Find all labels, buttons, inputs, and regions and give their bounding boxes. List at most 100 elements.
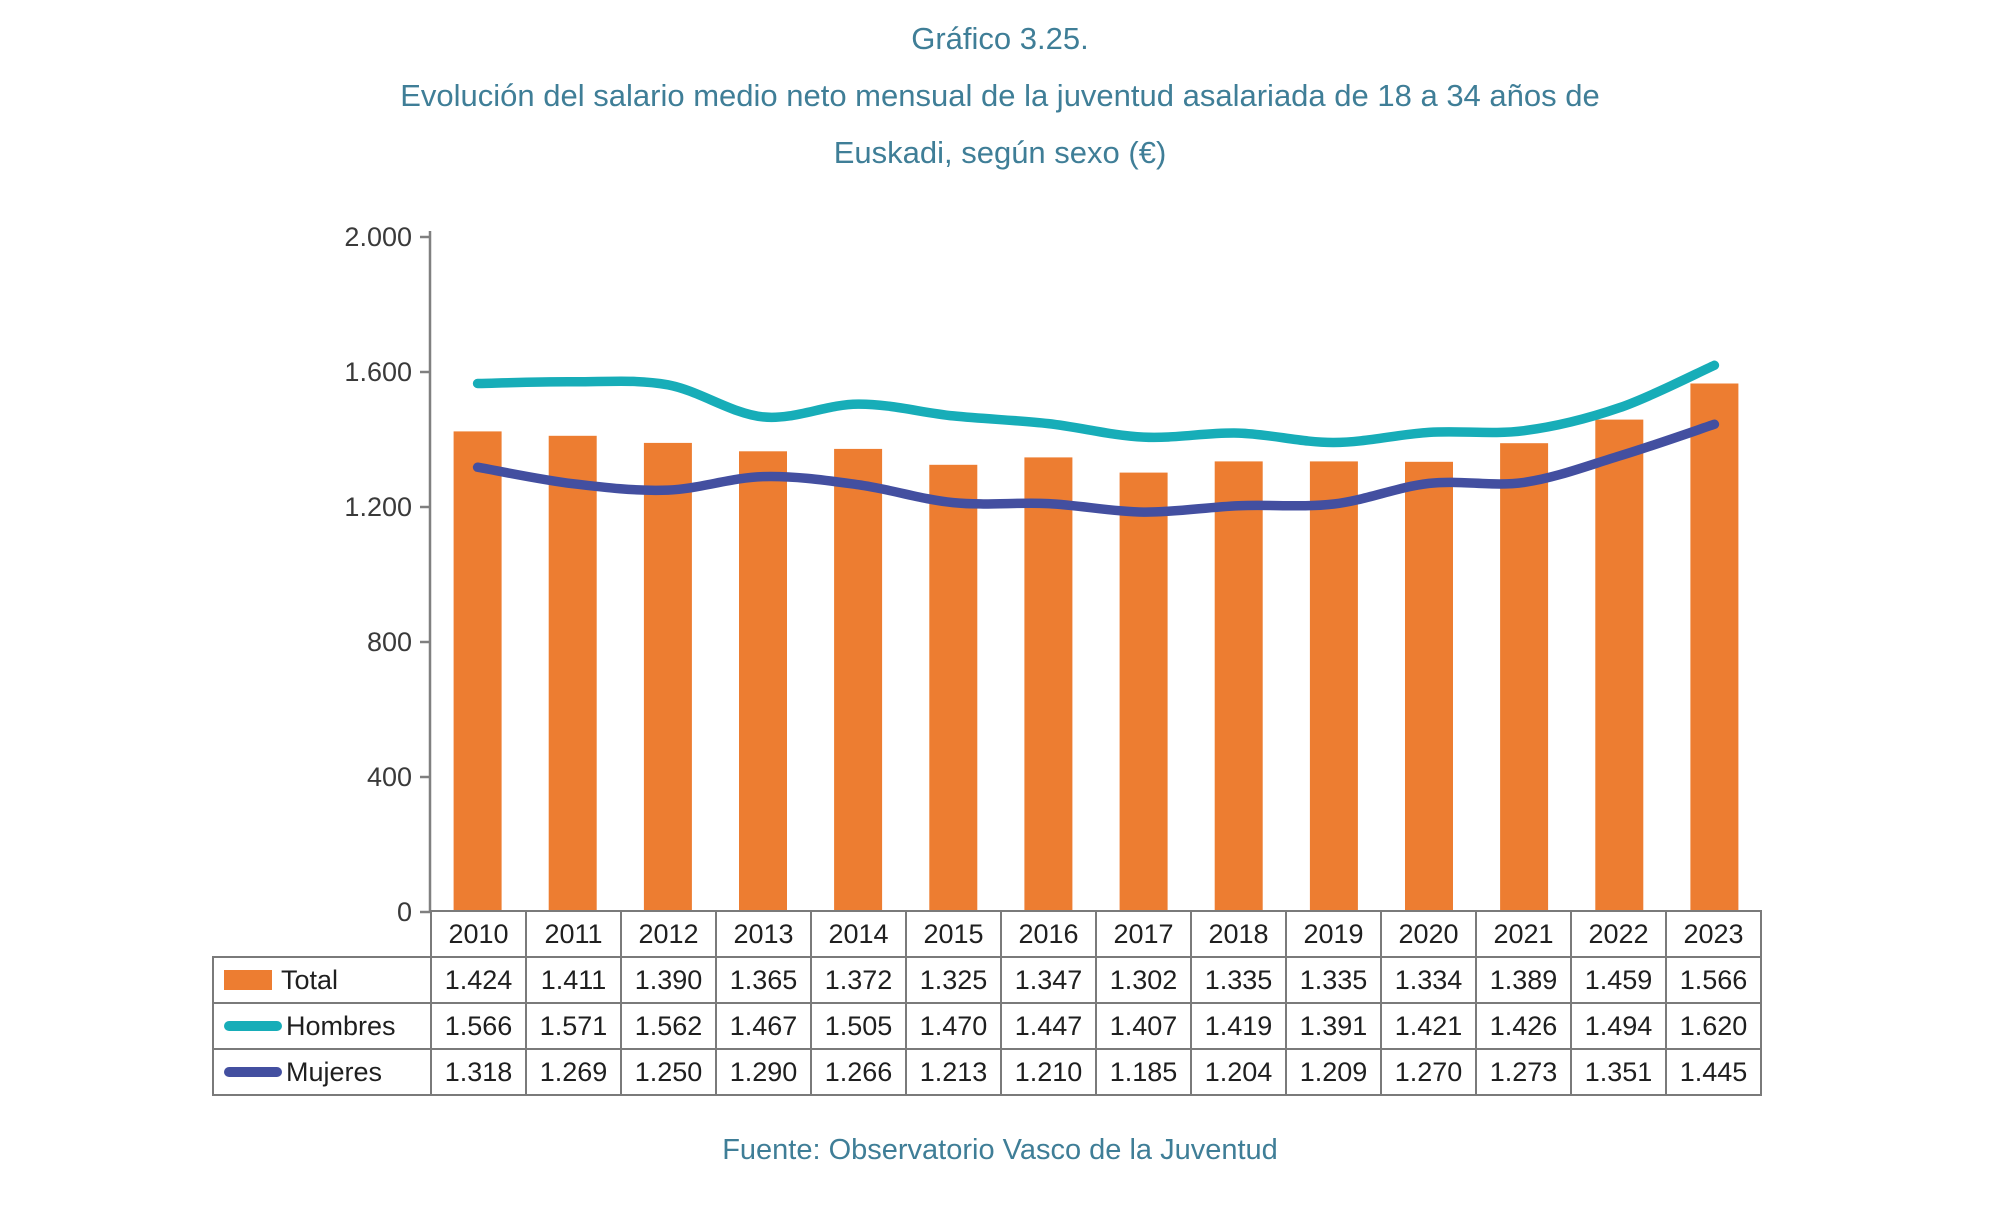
year-cell-2013: 2013 (715, 910, 812, 958)
year-cell-2019: 2019 (1285, 910, 1382, 958)
value-cell-mujeres-2023: 1.445 (1665, 1048, 1762, 1096)
value-cell-total-2022: 1.459 (1570, 956, 1667, 1004)
value-cell-mujeres-2021: 1.273 (1475, 1048, 1572, 1096)
year-cell-2016: 2016 (1000, 910, 1097, 958)
value-cell-hombres-2019: 1.391 (1285, 1002, 1382, 1050)
value-cell-hombres-2011: 1.571 (525, 1002, 622, 1050)
series-row-total: Total 1.424 1.411 1.390 1.365 1.372 1.325 1.347… (212, 956, 1762, 1004)
year-cell-2017: 2017 (1095, 910, 1192, 958)
value-cell-total-2016: 1.347 (1000, 956, 1097, 1004)
total-legend-swatch-icon (224, 970, 272, 990)
total-bar-2020 (1405, 461, 1453, 912)
series-row-mujeres: Mujeres 1.318 1.269 1.250 1.290 1.266 1.213 1.2… (212, 1048, 1762, 1096)
value-cell-hombres-2012: 1.562 (620, 1002, 717, 1050)
legend-entry-hombres: Hombres (215, 1010, 429, 1042)
total-bar-2011 (548, 435, 597, 912)
year-cell-2011: 2011 (525, 910, 622, 958)
table-corner-cell (213, 911, 432, 958)
value-cell-hombres-2015: 1.470 (905, 1002, 1002, 1050)
chart-title-line2: Euskadi, según sexo (€) (833, 135, 1167, 170)
legend-cell-mujeres: Mujeres (212, 1048, 432, 1096)
chart-title-line1: Evolución del salario medio neto mensual… (400, 78, 1600, 113)
value-cell-mujeres-2016: 1.210 (1000, 1048, 1097, 1096)
year-header-row: 2010 2011 2012 2013 2014 2015 2016 2017 2018 2019… (213, 910, 1762, 958)
legend-label-total: Total (281, 964, 339, 995)
value-cell-total-2017: 1.302 (1095, 956, 1192, 1004)
value-cell-mujeres-2022: 1.351 (1570, 1048, 1667, 1096)
total-bar-2018 (1214, 461, 1263, 912)
value-cell-total-2012: 1.390 (620, 956, 717, 1004)
chart-number: Gráfico 3.25. (911, 21, 1089, 56)
legend-cell-hombres: Hombres (212, 1002, 432, 1050)
year-cell-2018: 2018 (1190, 910, 1287, 958)
value-cell-mujeres-2013: 1.290 (715, 1048, 812, 1096)
value-cell-hombres-2021: 1.426 (1475, 1002, 1572, 1050)
value-cell-hombres-2017: 1.407 (1095, 1002, 1192, 1050)
legend-entry-mujeres: Mujeres (215, 1056, 429, 1088)
value-cell-hombres-2016: 1.447 (1000, 1002, 1097, 1050)
legend-label-mujeres: Mujeres (286, 1056, 383, 1087)
value-cell-mujeres-2014: 1.266 (810, 1048, 907, 1096)
total-bar-2012 (643, 442, 692, 912)
year-cell-2020: 2020 (1380, 910, 1477, 958)
hombres-legend-swatch-icon (224, 1021, 282, 1031)
series-row-hombres: Hombres 1.566 1.571 1.562 1.467 1.505 1.470 1.4… (212, 1002, 1762, 1050)
value-cell-mujeres-2019: 1.209 (1285, 1048, 1382, 1096)
value-cell-total-2018: 1.335 (1190, 956, 1287, 1004)
total-bar-2021 (1500, 443, 1549, 912)
total-bar-2014 (834, 448, 883, 912)
year-cell-2022: 2022 (1570, 910, 1667, 958)
value-cell-mujeres-2015: 1.213 (905, 1048, 1002, 1096)
mujeres-line (472, 419, 1720, 517)
total-bar-2015 (929, 464, 978, 912)
source-note: Fuente: Observatorio Vasco de la Juventu… (722, 1134, 1278, 1166)
value-cell-mujeres-2010: 1.318 (430, 1048, 527, 1096)
value-cell-total-2013: 1.365 (715, 956, 812, 1004)
value-cell-total-2020: 1.334 (1380, 956, 1477, 1004)
hombres-line (472, 360, 1720, 448)
value-cell-mujeres-2018: 1.204 (1190, 1048, 1287, 1096)
value-cell-total-2015: 1.325 (905, 956, 1002, 1004)
year-cell-2012: 2012 (620, 910, 717, 958)
total-bar-2022 (1595, 419, 1644, 912)
value-cell-hombres-2023: 1.620 (1665, 1002, 1762, 1050)
value-cell-hombres-2018: 1.419 (1190, 1002, 1287, 1050)
value-cell-mujeres-2011: 1.269 (525, 1048, 622, 1096)
total-bar-2019 (1309, 461, 1358, 912)
legend-entry-total: Total (215, 964, 429, 996)
legend-cell-total: Total (212, 956, 432, 1004)
total-bar-2023 (1690, 383, 1739, 912)
value-cell-mujeres-2012: 1.250 (620, 1048, 717, 1096)
value-cell-mujeres-2020: 1.270 (1380, 1048, 1477, 1096)
value-cell-mujeres-2017: 1.185 (1095, 1048, 1192, 1096)
year-cell-2014: 2014 (810, 910, 907, 958)
mujeres-legend-swatch-icon (224, 1067, 282, 1077)
year-cell-2015: 2015 (905, 910, 1002, 958)
y-tick-label: 2.000 (344, 222, 412, 252)
value-cell-hombres-2022: 1.494 (1570, 1002, 1667, 1050)
value-cell-total-2011: 1.411 (525, 956, 622, 1004)
value-cell-hombres-2010: 1.566 (430, 1002, 527, 1050)
y-tick-label: 400 (367, 762, 412, 792)
year-cell-2021: 2021 (1475, 910, 1572, 958)
value-cell-total-2014: 1.372 (810, 956, 907, 1004)
value-cell-total-2019: 1.335 (1285, 956, 1382, 1004)
value-cell-hombres-2014: 1.505 (810, 1002, 907, 1050)
chart-data-table: 2010 2011 2012 2013 2014 2015 2016 2017 2018 2019… (212, 910, 1762, 1096)
y-tick-label: 1.200 (344, 492, 412, 522)
value-cell-total-2010: 1.424 (430, 956, 527, 1004)
total-bar-2010 (453, 431, 502, 912)
value-cell-hombres-2020: 1.421 (1380, 1002, 1477, 1050)
total-bar-2016 (1024, 457, 1073, 912)
y-tick-label: 1.600 (344, 357, 412, 387)
chart-title-block: Gráfico 3.25. Evolución del salario medi… (0, 10, 2000, 181)
total-bar-2017 (1119, 472, 1168, 912)
legend-label-hombres: Hombres (286, 1010, 396, 1041)
total-bar-2013 (739, 451, 787, 912)
value-cell-hombres-2013: 1.467 (715, 1002, 812, 1050)
value-cell-total-2021: 1.389 (1475, 956, 1572, 1004)
year-cell-2023: 2023 (1665, 910, 1762, 958)
value-cell-total-2023: 1.566 (1665, 956, 1762, 1004)
y-tick-label: 800 (367, 627, 412, 657)
